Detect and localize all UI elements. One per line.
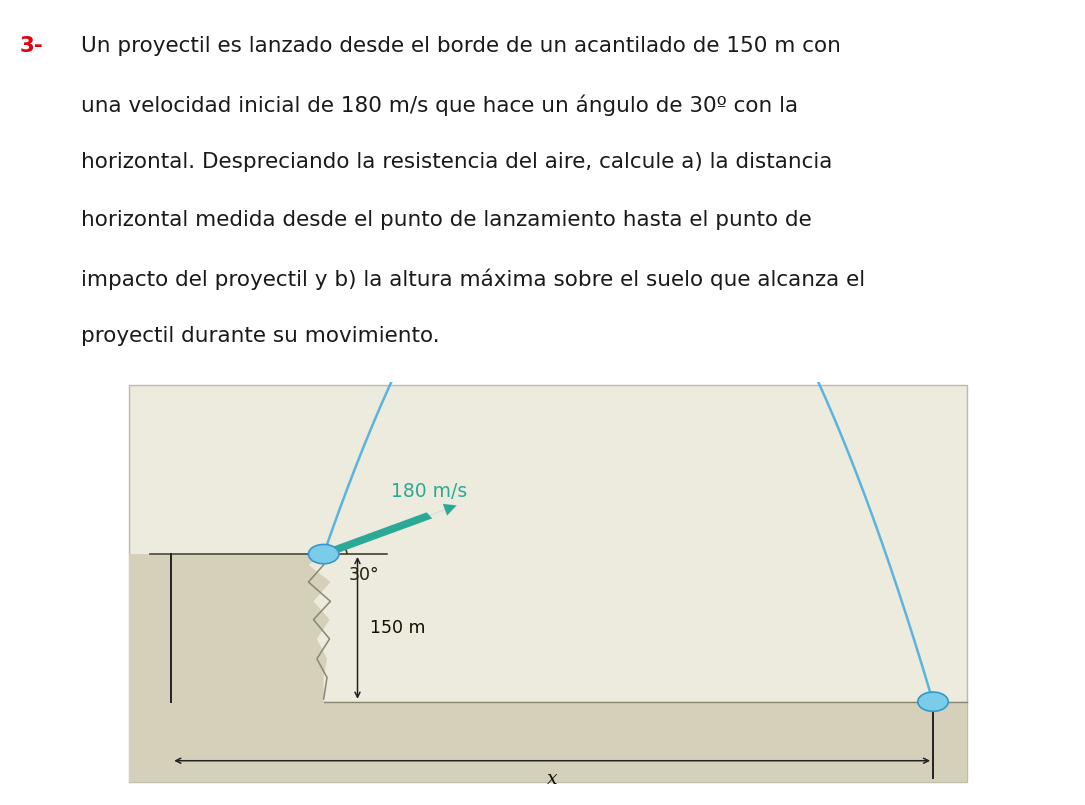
Text: impacto del proyectil y b) la altura máxima sobre el suelo que alcanza el: impacto del proyectil y b) la altura máx… [81,268,866,290]
Text: una velocidad inicial de 180 m/s que hace un ángulo de 30º con la: una velocidad inicial de 180 m/s que hac… [81,94,799,116]
FancyBboxPatch shape [129,385,967,782]
Circle shape [918,692,948,712]
Text: proyectil durante su movimiento.: proyectil durante su movimiento. [81,326,441,346]
Text: horizontal. Despreciando la resistencia del aire, calcule a) la distancia: horizontal. Despreciando la resistencia … [81,152,833,172]
Text: 30°: 30° [349,566,380,584]
FancyArrow shape [321,512,432,557]
Polygon shape [129,554,967,782]
Text: horizontal medida desde el punto de lanzamiento hasta el punto de: horizontal medida desde el punto de lanz… [81,210,813,230]
Text: 3-: 3- [20,36,43,56]
Text: Un proyectil es lanzado desde el borde de un acantilado de 150 m con: Un proyectil es lanzado desde el borde d… [81,36,841,56]
Text: 150 m: 150 m [370,619,425,637]
Text: x: x [547,770,558,788]
Text: 180 m/s: 180 m/s [392,482,468,502]
Circle shape [308,544,339,564]
